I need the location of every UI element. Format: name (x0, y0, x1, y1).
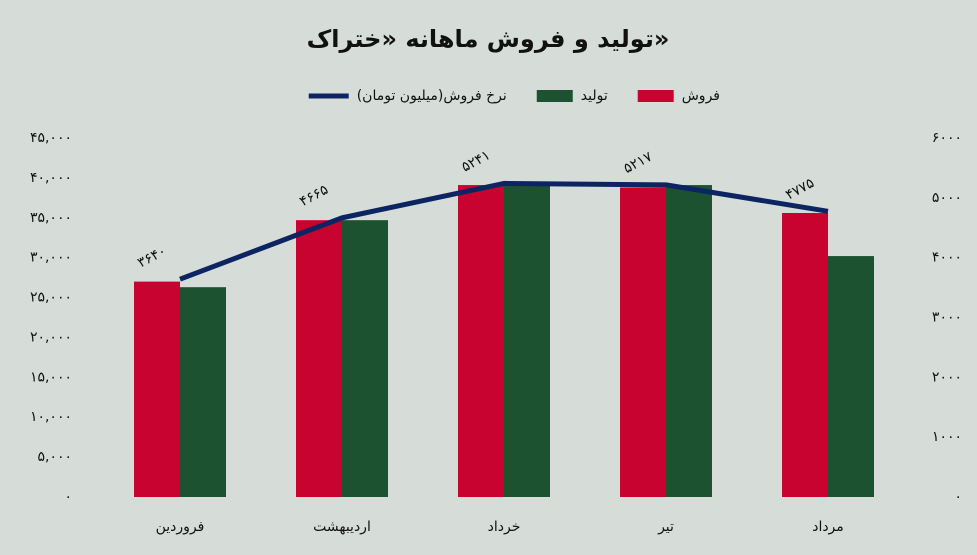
y-tick-label: ۲۰,۰۰۰ (30, 329, 72, 345)
bar (458, 185, 504, 497)
bar (504, 185, 550, 497)
y-tick-label: ۳۵,۰۰۰ (30, 210, 72, 226)
x-tick-label: اردیبهشت (313, 519, 371, 535)
bar (180, 287, 226, 497)
y2-tick-label: ۱۰۰۰ (932, 429, 962, 445)
x-tick-label: تیر (657, 519, 674, 535)
y2-tick-label: ۳۰۰۰ (932, 310, 962, 326)
legend-label: تولید (581, 88, 608, 104)
bar (828, 256, 874, 497)
bar (620, 187, 666, 497)
y-tick-label: ۵,۰۰۰ (37, 449, 72, 465)
x-tick-label: فروردین (156, 519, 205, 535)
y2-tick-label: ۴۰۰۰ (932, 250, 962, 266)
bar (666, 185, 712, 497)
y-tick-label: ۳۰,۰۰۰ (30, 250, 72, 266)
y-tick-label: ۴۵,۰۰۰ (30, 130, 72, 146)
legend-swatch (637, 90, 674, 102)
bar (782, 212, 828, 498)
line (179, 180, 829, 282)
chart-title: تولید و فروش ماهانه «ختراک» (307, 25, 670, 53)
y2-tick-label: ۶۰۰۰ (932, 130, 962, 146)
y2-tick-label: ۲۰۰۰ (932, 369, 962, 385)
legend-label: فروش (682, 88, 720, 104)
y-tick-label: ۰ (64, 489, 72, 505)
legend-label: نرخ فروش(میلیون تومان) (357, 88, 507, 104)
y2-tick-label: ۰ (954, 489, 962, 505)
bar (342, 220, 388, 497)
y-tick-label: ۱۵,۰۰۰ (30, 369, 72, 385)
y-tick-label: ۲۵,۰۰۰ (30, 290, 72, 306)
bar (134, 281, 180, 497)
y-tick-label: ۴۰,۰۰۰ (30, 170, 72, 186)
x-tick-label: مرداد (812, 519, 844, 535)
y2-tick-label: ۵۰۰۰ (932, 190, 962, 206)
x-tick-label: خرداد (488, 519, 521, 535)
legend-swatch (536, 90, 573, 102)
y-tick-label: ۱۰,۰۰۰ (30, 409, 72, 425)
bar (296, 220, 342, 497)
